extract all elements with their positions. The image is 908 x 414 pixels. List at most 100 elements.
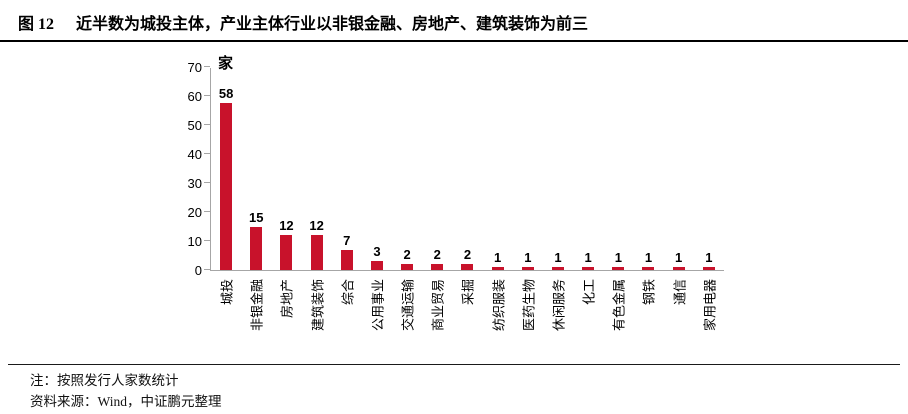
x-axis-label: 有色金属 — [603, 270, 633, 370]
y-axis-tick-label: 10 — [187, 234, 202, 249]
bar-group: 1 — [664, 68, 694, 270]
x-axis-label-text: 采掘 — [460, 279, 476, 306]
x-axis-label-text: 有色金属 — [611, 279, 627, 332]
figure-title-text: 近半数为城投主体，产业主体行业以非银金融、房地产、建筑装饰为前三 — [76, 16, 589, 33]
bar-value-label: 3 — [373, 244, 381, 260]
y-axis-tick-mark — [204, 124, 210, 125]
bar-value-label: 1 — [554, 250, 562, 266]
bar-value-label: 2 — [403, 247, 411, 263]
x-axis-label: 休闲服务 — [543, 270, 573, 370]
bar — [431, 264, 444, 270]
figure-number: 图 12 — [18, 16, 55, 33]
x-axis-label: 钢铁 — [633, 270, 663, 370]
bar-group: 2 — [422, 68, 452, 270]
x-axis-label: 化工 — [573, 270, 603, 370]
x-axis-label-text: 休闲服务 — [551, 279, 567, 332]
bar — [280, 235, 293, 270]
x-axis-label: 商业贸易 — [422, 270, 452, 370]
bar — [702, 267, 715, 270]
bar — [642, 267, 655, 270]
x-axis-labels: 城投 非银金融 房地产 建筑装饰 综合 公用事业 交通运输 商业贸易 采掘 纺织服装 医药生物 休闲服… — [211, 270, 724, 370]
bar-group: 7 — [332, 68, 362, 270]
bar-group: 2 — [392, 68, 422, 270]
bar-value-label: 1 — [494, 250, 502, 266]
x-axis-label: 房地产 — [271, 270, 301, 370]
x-axis-label-text: 化工 — [581, 279, 597, 306]
x-axis-label-text: 家用电器 — [702, 279, 718, 332]
bar — [551, 267, 564, 270]
bar — [310, 235, 323, 270]
bar-value-label: 1 — [644, 250, 653, 266]
y-axis-tick-mark — [204, 95, 210, 96]
figure-title: 图 12 近半数为城投主体，产业主体行业以非银金融、房地产、建筑装饰为前三 — [18, 10, 588, 34]
bar-group: 12 — [302, 68, 332, 270]
bar — [370, 261, 383, 270]
bar-group: 3 — [362, 68, 392, 270]
x-axis-label: 家用电器 — [694, 270, 724, 370]
bar — [220, 102, 233, 270]
bar — [672, 267, 685, 270]
y-axis-tick-label: 70 — [187, 60, 202, 75]
x-axis-label-text: 医药生物 — [521, 279, 537, 332]
x-axis-label: 医药生物 — [513, 270, 543, 370]
y-axis-tick-mark — [204, 153, 210, 154]
bar-group: 12 — [271, 68, 301, 270]
bar — [612, 267, 625, 270]
bar — [340, 249, 353, 270]
x-axis-label-text: 通信 — [672, 279, 688, 306]
bar-value-label: 1 — [675, 250, 683, 266]
bar-group: 1 — [633, 68, 663, 270]
bar-group: 15 — [241, 68, 271, 270]
y-axis-tick-mark — [204, 240, 210, 241]
x-axis-label-text: 建筑装饰 — [310, 279, 326, 332]
bar-group: 1 — [543, 68, 573, 270]
bar-group: 1 — [603, 68, 633, 270]
x-axis-label: 通信 — [664, 270, 694, 370]
notes-divider — [8, 364, 900, 365]
y-axis-tick-label: 50 — [187, 118, 202, 133]
bar-value-label: 7 — [343, 232, 351, 248]
x-axis-label-text: 公用事业 — [370, 279, 386, 332]
bar-value-label: 2 — [463, 247, 472, 263]
x-axis-label: 交通运输 — [392, 270, 422, 370]
x-axis-label: 综合 — [332, 270, 362, 370]
x-axis-label-text: 商业贸易 — [430, 279, 446, 332]
x-axis-label: 建筑装饰 — [302, 270, 332, 370]
y-axis-unit-label: 家 — [218, 55, 234, 72]
y-axis-tick-mark — [204, 182, 210, 183]
figure-note: 注：按照发行人家数统计 — [30, 373, 179, 388]
y-axis-tick-mark — [204, 211, 210, 212]
title-divider — [0, 40, 908, 42]
bar-group: 1 — [573, 68, 603, 270]
x-axis-label-text: 纺织服装 — [491, 279, 507, 332]
bar-value-label: 1 — [614, 250, 622, 266]
bar-group: 2 — [452, 68, 482, 270]
x-axis-label: 非银金融 — [241, 270, 271, 370]
y-axis-tick-label: 40 — [187, 147, 202, 162]
y-axis-tick-label: 20 — [187, 205, 202, 220]
x-axis-label-text: 房地产 — [279, 279, 295, 319]
y-axis-tick-label: 0 — [194, 263, 202, 278]
bars-container: 58 15 12 12 7 3 2 2 2 1 1 1 1 1 1 1 1 — [211, 68, 724, 270]
bar-value-label: 12 — [279, 218, 294, 234]
bar — [582, 267, 595, 270]
y-axis-tick-mark — [204, 269, 210, 270]
bar-group: 1 — [483, 68, 513, 270]
bar-chart-plot-area: 家 58 15 12 12 7 3 2 2 2 1 1 1 1 1 1 1 1 城投 非银金融 房地产 建筑装饰 综合公… — [188, 55, 724, 331]
bar-value-label: 2 — [433, 247, 441, 263]
x-axis-label: 公用事业 — [362, 270, 392, 370]
bar — [401, 264, 414, 270]
bar — [491, 267, 504, 270]
x-axis-label: 采掘 — [452, 270, 482, 370]
x-axis-label-text: 交通运输 — [400, 279, 416, 332]
bar-group: 1 — [694, 68, 724, 270]
x-axis-label-text: 钢铁 — [641, 279, 657, 306]
y-axis-tick-label: 30 — [187, 176, 202, 191]
bar-group: 58 — [211, 68, 241, 270]
bar-value-label: 12 — [309, 218, 324, 234]
x-axis-label-text: 城投 — [219, 279, 235, 306]
x-axis-label: 纺织服装 — [483, 270, 513, 370]
figure-source: 资料来源：Wind，中证鹏元整理 — [30, 394, 222, 409]
bar-value-label: 1 — [524, 250, 532, 266]
